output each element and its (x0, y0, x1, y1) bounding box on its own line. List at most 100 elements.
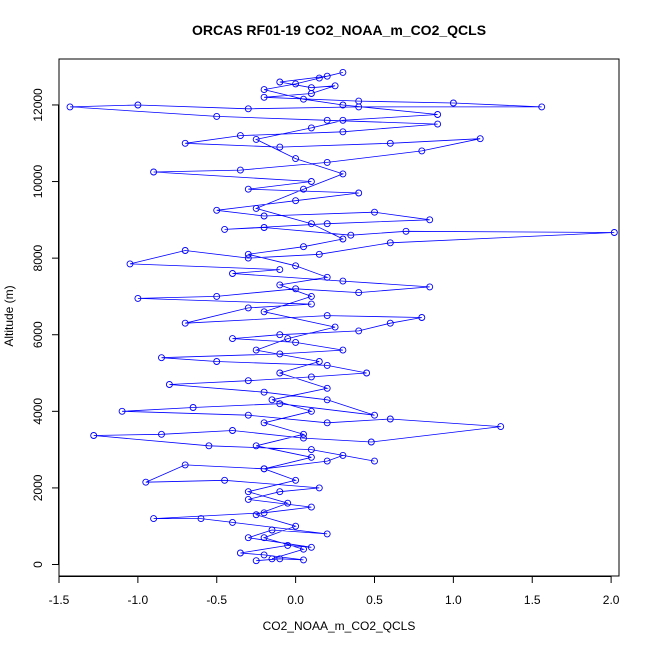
data-point (260, 93, 268, 101)
data-point (307, 178, 315, 185)
data-point (323, 419, 331, 427)
data-point (434, 111, 442, 118)
data-point (260, 212, 268, 220)
data-point (260, 224, 268, 231)
data-point (276, 369, 284, 377)
data-point (355, 97, 363, 105)
data-point (339, 116, 347, 124)
data-point (181, 247, 189, 254)
data-point (402, 227, 410, 235)
data-point (386, 319, 394, 327)
data-point (252, 442, 260, 450)
data-point (292, 80, 300, 88)
data-point (347, 231, 355, 239)
data-point (205, 442, 213, 450)
data-point (355, 327, 363, 335)
data-point (276, 331, 284, 339)
data-point (323, 396, 331, 404)
data-point (300, 434, 307, 442)
data-point (244, 304, 252, 312)
data-point (339, 277, 347, 285)
y-axis-label: Altitude (m) (2, 285, 16, 346)
data-point (244, 411, 252, 419)
data-point (339, 68, 347, 76)
data-point (252, 135, 260, 143)
data-point (323, 72, 331, 80)
data-point (307, 543, 315, 551)
data-point (367, 438, 375, 446)
chart-title: ORCAS RF01-19 CO2_NOAA_m_CO2_QCLS (192, 22, 486, 38)
data-point (323, 361, 331, 369)
data-point (307, 407, 315, 415)
data-point (339, 235, 347, 243)
data-point (213, 358, 221, 365)
data-point (307, 292, 315, 300)
data-point (610, 229, 618, 236)
data-point (260, 388, 268, 396)
data-point (426, 216, 434, 224)
data-point (300, 430, 307, 438)
data-point (307, 446, 315, 454)
data-point (221, 225, 229, 233)
data-point (142, 478, 150, 486)
data-point (307, 503, 315, 511)
data-point (244, 495, 252, 503)
plot-frame (58, 58, 620, 577)
data-point (339, 451, 347, 459)
data-point (300, 243, 307, 251)
data-point (221, 476, 229, 484)
data-point (118, 407, 126, 415)
data-point (323, 158, 331, 166)
data-point (165, 381, 173, 388)
series-line (69, 72, 615, 562)
data-point (252, 511, 260, 519)
data-point (355, 189, 363, 197)
data-point (300, 545, 307, 553)
data-point (284, 499, 292, 507)
data-point (363, 369, 371, 377)
data-point (150, 168, 158, 176)
data-point (323, 312, 331, 320)
data-point (236, 132, 244, 140)
data-point (323, 273, 331, 281)
data-point (197, 515, 205, 523)
data-point (236, 166, 244, 174)
x-tick-label: 0.5 (366, 593, 383, 607)
data-point (315, 74, 323, 82)
y-tick-label: 0 (31, 561, 45, 568)
data-point (276, 78, 284, 86)
data-point (315, 358, 323, 365)
data-point (284, 541, 292, 549)
data-point (476, 135, 484, 143)
data-point (292, 197, 300, 205)
data-point (292, 522, 300, 530)
data-point (307, 84, 315, 92)
data-point (300, 185, 307, 193)
data-point (538, 103, 546, 111)
data-point (260, 465, 268, 473)
y-tick-label: 12000 (31, 88, 45, 122)
data-point (276, 555, 284, 563)
data-point (181, 319, 189, 327)
data-point (434, 120, 442, 128)
data-point (244, 185, 252, 193)
data-point (134, 101, 142, 109)
data-point (268, 526, 276, 534)
data-point (371, 411, 378, 419)
data-point (386, 239, 394, 247)
data-point (229, 335, 236, 343)
x-tick-label: 0.0 (287, 593, 304, 607)
x-tick-label: 1.5 (524, 593, 541, 607)
data-point (307, 124, 315, 132)
data-point (307, 453, 315, 461)
data-point (371, 457, 378, 465)
data-point (339, 128, 347, 136)
data-point (126, 260, 134, 268)
y-tick-label: 4000 (31, 398, 45, 425)
data-point (307, 373, 315, 381)
y-axis: 0 2000 4000 6000 8000 10000 12000 (31, 88, 59, 568)
data-point (292, 476, 300, 484)
data-point (213, 292, 221, 300)
data-point (418, 147, 426, 155)
